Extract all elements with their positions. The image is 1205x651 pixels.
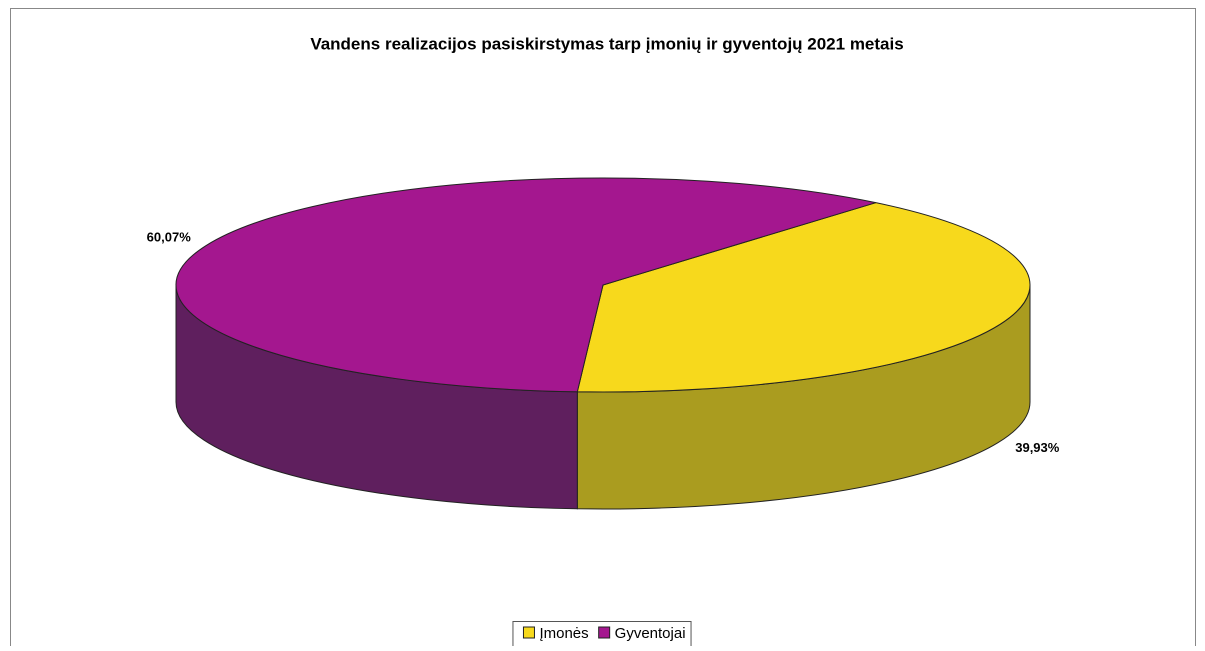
chart-title: Vandens realizacijos pasiskirstymas tarp… <box>310 34 903 53</box>
legend: Įmonės Gyventojai <box>512 621 692 651</box>
slice <box>175 177 876 393</box>
legend-swatch <box>522 626 535 639</box>
legend-swatch <box>598 626 611 639</box>
legend-label: Gyventojai <box>615 625 686 642</box>
slice <box>576 202 1031 393</box>
data-label: 39,93% <box>1015 440 1060 455</box>
legend-label: Įmonės <box>539 625 588 642</box>
data-label: 60,07% <box>147 230 192 245</box>
